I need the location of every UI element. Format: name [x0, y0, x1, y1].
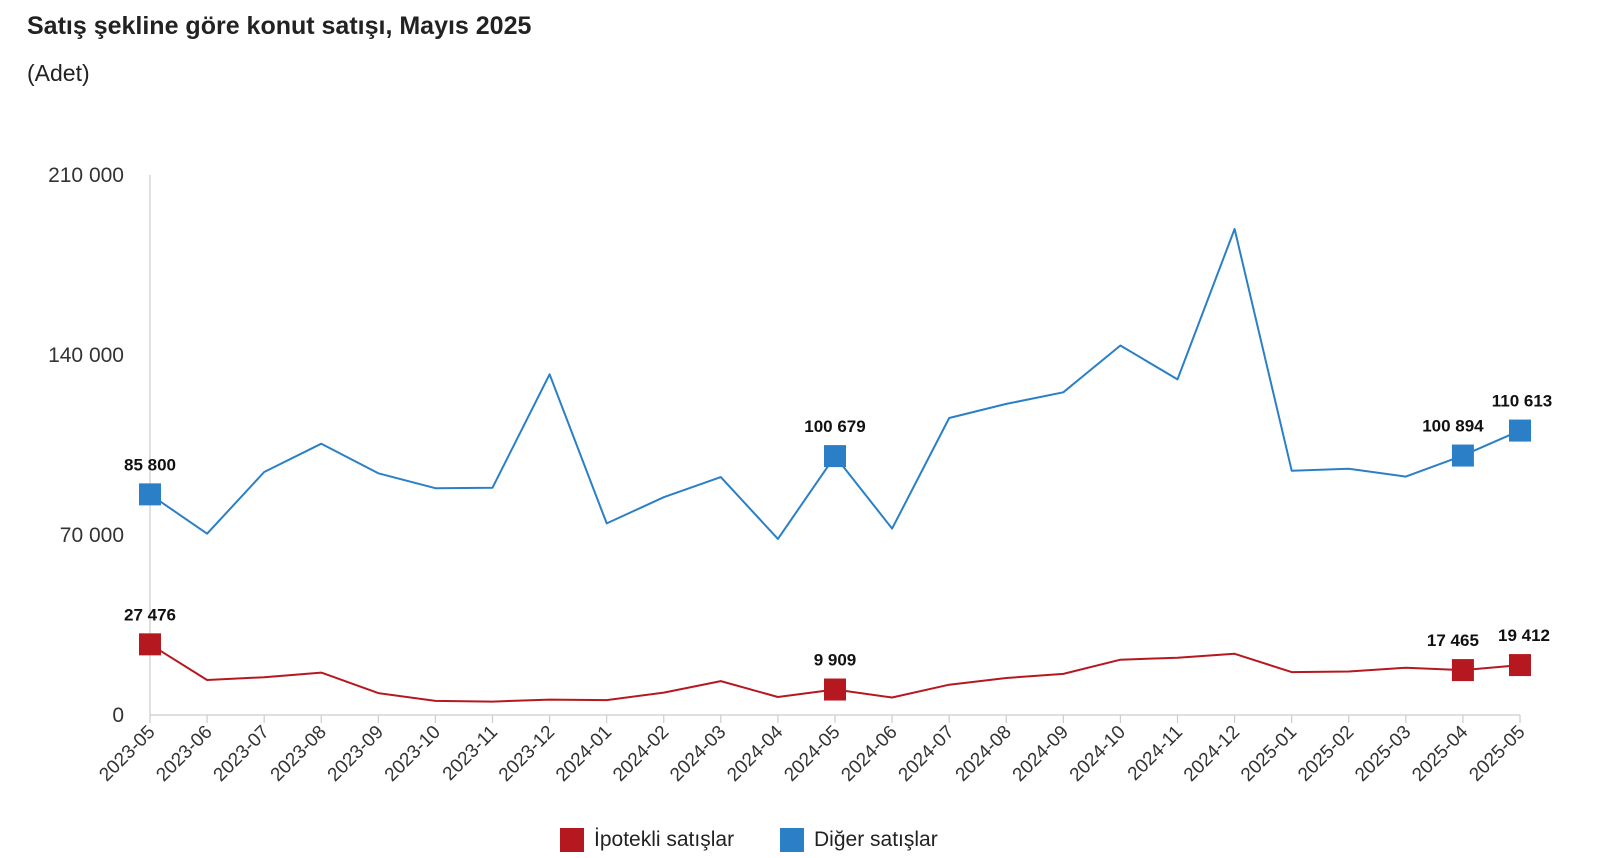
data-point-marker[interactable]: [824, 445, 846, 468]
data-label: 27 476: [124, 605, 176, 624]
x-tick-label: 2024-03: [666, 722, 730, 786]
data-label: 110 613: [1492, 392, 1553, 411]
x-tick-label: 2024-10: [1066, 722, 1130, 786]
chart-subtitle: (Adet): [27, 60, 90, 86]
x-tick-label: 2023-07: [210, 722, 274, 786]
legend-item-ipotekli[interactable]: İpotekli satışlar: [560, 828, 734, 852]
x-tick-label: 2024-01: [552, 722, 616, 786]
x-tick-label: 2024-05: [780, 722, 844, 786]
x-tick-label: 2023-12: [495, 722, 559, 786]
data-label: 17 465: [1427, 631, 1479, 650]
x-tick-label: 2023-10: [381, 722, 445, 786]
x-tick-label: 2024-11: [1124, 722, 1187, 785]
data-point-marker[interactable]: [1509, 654, 1531, 677]
x-tick-label: 2023-09: [324, 722, 388, 786]
legend-swatch: [560, 828, 584, 852]
x-tick-label: 2025-02: [1294, 722, 1358, 786]
y-tick-label: 140 000: [48, 344, 124, 367]
legend-item-diger[interactable]: Diğer satışlar: [780, 828, 938, 852]
legend-label: Diğer satışlar: [814, 828, 938, 851]
data-point-marker[interactable]: [1451, 659, 1474, 682]
data-label: 19 412: [1498, 626, 1550, 645]
x-tick-label: 2025-04: [1408, 721, 1472, 785]
data-label: 100 679: [804, 417, 865, 436]
chart-title: Satış şekline göre konut satışı, Mayıs 2…: [27, 12, 532, 40]
x-tick-label: 2024-02: [609, 722, 673, 786]
legend-swatch: [780, 828, 804, 852]
x-tick-label: 2023-11: [439, 722, 502, 785]
x-tick-label: 2023-06: [152, 722, 216, 786]
series-line-diger: [149, 228, 1521, 540]
data-point-marker[interactable]: [824, 678, 846, 701]
x-tick-label: 2023-05: [95, 722, 159, 786]
x-tick-label: 2024-04: [723, 721, 787, 785]
data-label: 9 909: [814, 651, 857, 670]
x-tick-label: 2024-06: [837, 722, 901, 786]
data-point-marker[interactable]: [1451, 444, 1474, 467]
x-tick-label: 2023-08: [267, 722, 331, 786]
data-label: 85 800: [124, 455, 176, 474]
data-point-marker[interactable]: [139, 633, 161, 656]
data-label: 100 894: [1422, 417, 1484, 436]
y-tick-label: 70 000: [60, 524, 124, 547]
chart-legend[interactable]: İpotekli satışlar Diğer satışlar: [560, 828, 938, 852]
x-tick-label: 2025-05: [1465, 722, 1529, 786]
x-tick-label: 2024-09: [1009, 722, 1073, 786]
x-tick-label: 2025-03: [1351, 722, 1415, 786]
legend-label: İpotekli satışlar: [594, 828, 734, 851]
x-tick-label: 2024-07: [895, 722, 959, 786]
y-tick-label: 0: [112, 704, 124, 727]
data-point-marker[interactable]: [139, 483, 161, 506]
y-tick-label: 210 000: [48, 164, 124, 187]
x-tick-label: 2025-01: [1237, 722, 1301, 786]
x-tick-label: 2024-12: [1180, 722, 1244, 786]
x-tick-label: 2024-08: [952, 722, 1016, 786]
series-markers: [139, 419, 1531, 701]
data-point-marker[interactable]: [1509, 419, 1531, 442]
data-labels: 27 476 9 909 17 465 19 412 85 800 100 679 100 …: [124, 392, 1552, 670]
